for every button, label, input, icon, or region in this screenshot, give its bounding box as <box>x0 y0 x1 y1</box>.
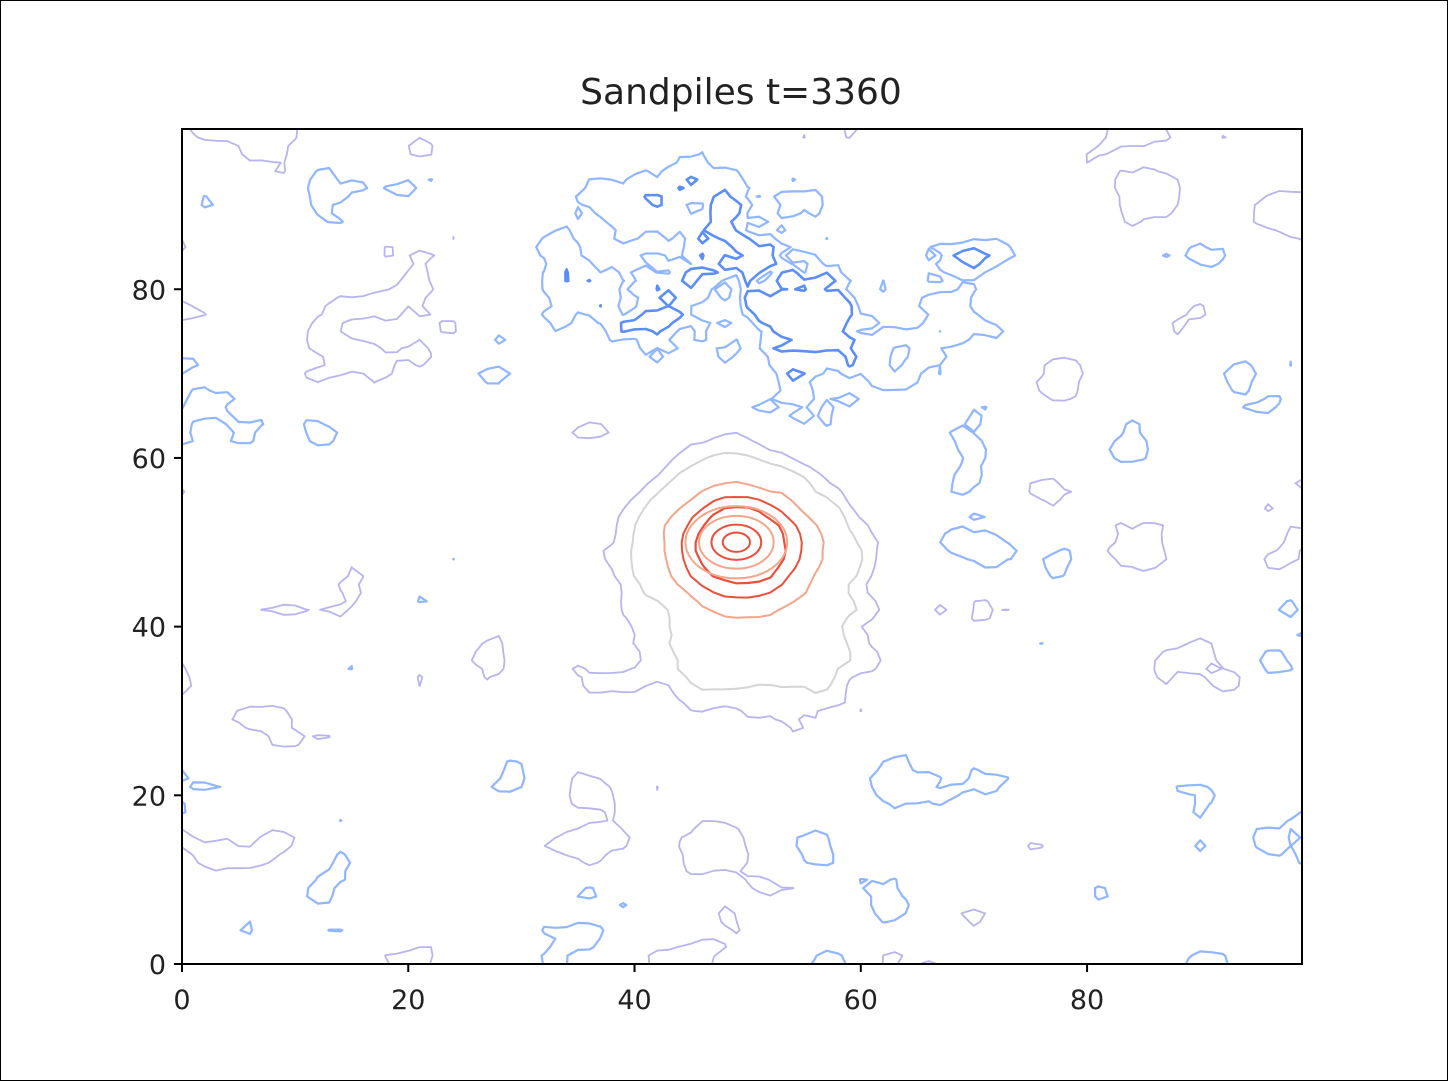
y-tick-label: 40 <box>132 613 166 644</box>
contour-line <box>564 175 991 382</box>
x-tick-label: 0 <box>173 985 190 1016</box>
chart-title: Sandpiles t=3360 <box>580 72 902 113</box>
contour-line <box>680 496 803 599</box>
plot-area <box>182 129 1302 964</box>
contour-line <box>630 451 864 694</box>
x-axis: 0 20 40 60 80 <box>173 964 1104 1016</box>
y-axis: 0 20 40 60 80 <box>132 275 182 981</box>
plot-border <box>181 128 1303 965</box>
y-tick-label: 0 <box>149 950 166 981</box>
x-tick-label: 40 <box>617 985 651 1016</box>
contour-line <box>662 480 825 619</box>
y-tick-label: 20 <box>132 781 166 812</box>
contour-layer <box>182 129 1302 964</box>
y-tick-label: 80 <box>132 275 166 306</box>
contour-line <box>182 129 1302 964</box>
peak-contour-ring <box>710 523 763 561</box>
peak-contour-ring <box>698 514 775 570</box>
x-tick-label: 60 <box>844 985 878 1016</box>
x-tick-label: 20 <box>391 985 425 1016</box>
y-tick-label: 60 <box>132 444 166 475</box>
x-tick-label: 80 <box>1070 985 1104 1016</box>
peak-contour-ring <box>684 505 789 580</box>
peak-contour-ring <box>721 531 751 553</box>
